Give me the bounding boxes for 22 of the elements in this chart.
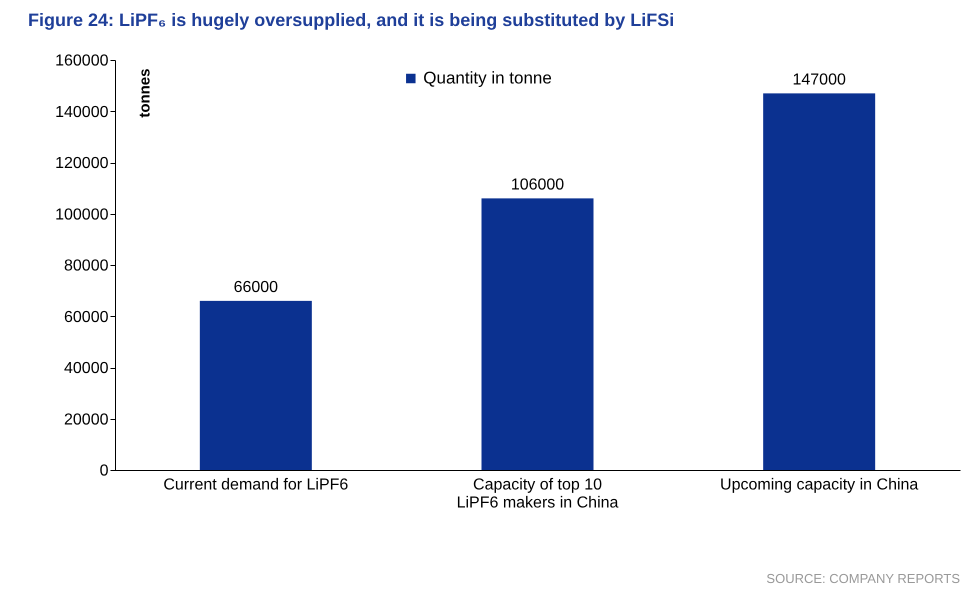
data-label: 147000 (792, 71, 846, 88)
y-tick-label: 60000 (64, 308, 109, 326)
bar (200, 300, 312, 470)
y-tick-label: 140000 (55, 104, 109, 121)
data-label: 106000 (510, 176, 564, 194)
y-tick-label: 40000 (64, 360, 109, 377)
bar (482, 198, 594, 470)
x-tick-label: Current demand for LiPF6 (163, 476, 348, 494)
y-tick-label: 20000 (64, 411, 109, 428)
data-label: 66000 (234, 278, 278, 296)
y-axis-title: tonnes (136, 68, 154, 118)
legend-label: Quantity in tonne (423, 68, 552, 88)
y-tick-label: 100000 (55, 206, 109, 224)
y-tick-label: 120000 (55, 155, 109, 172)
y-tick-label: 80000 (64, 258, 109, 274)
y-tick-label: 0 (100, 462, 109, 480)
y-tick-label: 160000 (55, 52, 109, 70)
chart-title: Figure 24: LiPF₆ is hugely oversupplied, and it is being substituted by LiFSi (28, 10, 674, 31)
bar (763, 93, 876, 470)
x-tick-label: Capacity of top 10 LiPF6 makers in China (456, 476, 619, 512)
source-note: SOURCE: COMPANY REPORTS (766, 571, 960, 586)
x-tick-label: Upcoming capacity in China (720, 476, 918, 494)
